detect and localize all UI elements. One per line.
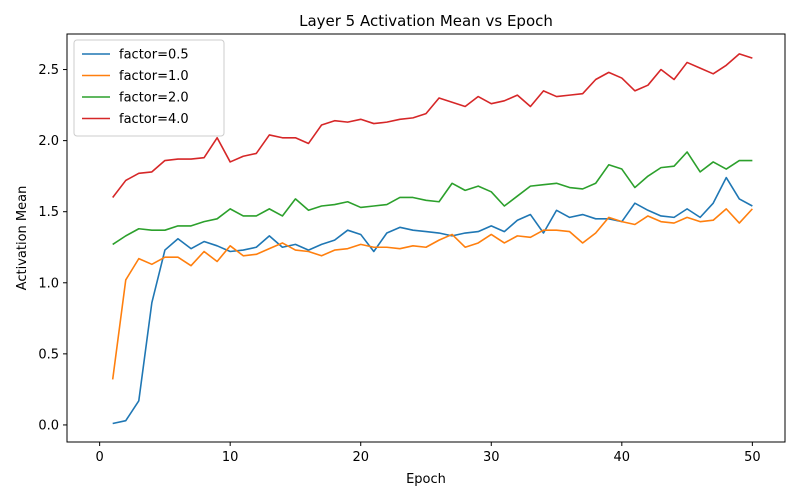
y-tick-label: 0.0 [38,418,59,433]
x-axis: 0 10 20 30 40 50 [95,442,761,465]
x-tick-label: 30 [483,450,500,465]
legend-label: factor=0.5 [119,48,189,63]
legend-box [73,39,225,137]
y-tick-label: 1.5 [38,205,59,220]
chart-title: Layer 5 Activation Mean vs Epoch [299,12,553,30]
y-tick-label: 2.5 [38,63,59,78]
x-tick-label: 0 [95,450,103,465]
y-tick-label: 0.5 [38,347,59,362]
x-tick-label: 20 [352,450,369,465]
series-line-3 [112,53,753,198]
legend-label: factor=4.0 [119,112,189,127]
y-tick-label: 2.0 [38,134,59,149]
plot-frame [66,33,786,443]
y-tick-label: 1.0 [38,276,59,291]
x-tick-label: 40 [614,450,631,465]
x-tick-label: 50 [744,450,761,465]
series-line-2 [112,151,753,246]
series-line-0 [112,176,753,425]
legend: factor=0.5 factor=1.0 factor=2.0 factor=4.0 [73,39,225,137]
x-axis-label: Epoch [406,472,446,487]
series-line-1 [111,208,753,380]
legend-label: factor=2.0 [119,91,189,106]
legend-label: factor=1.0 [119,69,189,84]
x-tick-label: 10 [222,450,239,465]
plot-lines [111,53,753,425]
y-axis: 0.0 0.5 1.0 1.5 2.0 2.5 [38,63,67,433]
y-axis-label: Activation Mean [15,186,30,291]
